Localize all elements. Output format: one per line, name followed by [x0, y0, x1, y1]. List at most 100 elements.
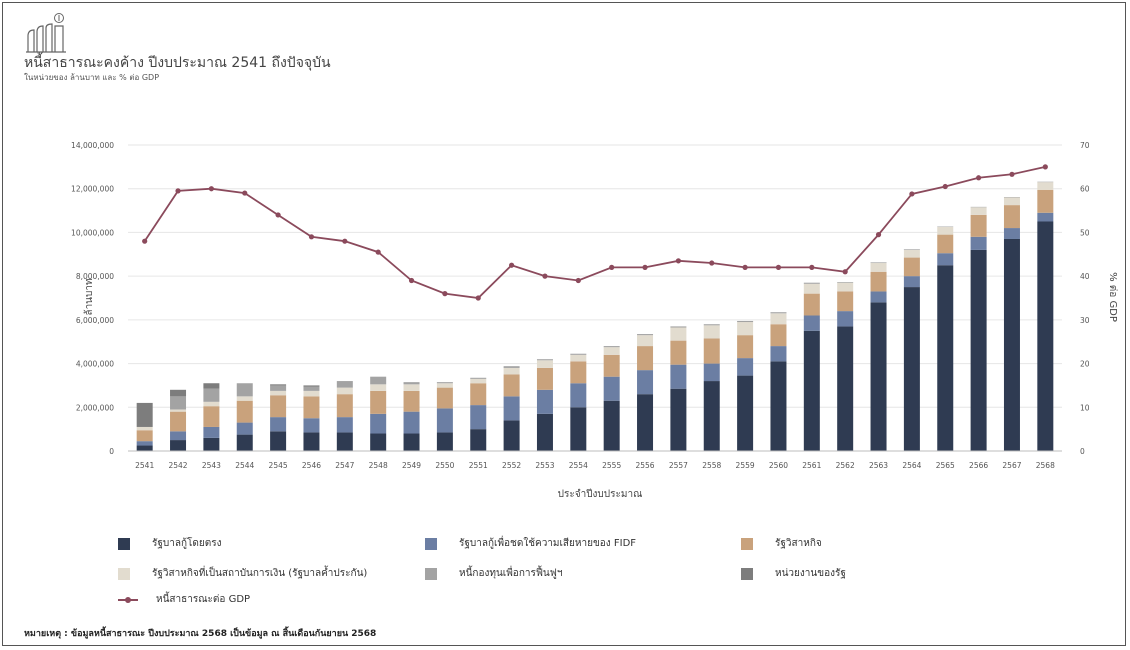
x-tick-label: 2546 — [302, 461, 321, 470]
bar-segment — [336, 394, 353, 418]
x-tick-label: 2554 — [569, 461, 588, 470]
bar-segment — [170, 409, 187, 412]
bar-segment — [136, 441, 153, 446]
bar-segment — [637, 334, 654, 336]
bar-segment — [436, 432, 453, 451]
bar-segment — [403, 433, 420, 451]
x-tick-label: 2556 — [635, 461, 654, 470]
line-point — [842, 269, 848, 275]
bar-segment — [970, 207, 987, 215]
bar-segment — [870, 291, 887, 303]
bar-segment — [970, 236, 987, 250]
x-tick-label: 2560 — [769, 461, 788, 470]
y2-tick-label: 70 — [1080, 141, 1090, 150]
bar-segment — [536, 359, 553, 361]
bar-segment — [303, 385, 320, 387]
bar-segment — [1003, 238, 1020, 451]
bar-segment — [470, 405, 487, 430]
bar-segment — [403, 411, 420, 434]
bar-segment — [403, 382, 420, 385]
legend-swatch — [118, 567, 130, 580]
bar-segment — [570, 407, 587, 451]
line-point — [408, 277, 415, 284]
legend-item-fidf: รัฐบาลกู้เพื่อชดใช้ความเสียหายของ FIDF — [425, 536, 636, 551]
bar-segment — [336, 387, 353, 395]
y-tick-label: 8,000,000 — [76, 272, 114, 281]
bar-segment — [303, 390, 320, 397]
legend-label: รัฐบาลกู้โดยตรง — [152, 538, 222, 549]
bar-segment — [803, 330, 820, 451]
x-tick-label: 2545 — [269, 461, 288, 470]
chart-subtitle: ในหน่วยของ ล้านบาท และ % ต่อ GDP — [24, 73, 160, 82]
bar-segment — [303, 418, 320, 433]
bar-segment — [503, 374, 520, 397]
bar-segment — [370, 413, 387, 434]
line-point — [242, 190, 248, 196]
bar-segment — [136, 430, 153, 442]
bar-segment — [903, 287, 920, 451]
debt-gdp-line-path — [143, 165, 1046, 299]
x-axis: 2541 2542 2543 2544 2545 2546 2547 2548 2549 2550… — [128, 450, 1062, 470]
bar-segment — [703, 324, 720, 326]
bar-segment — [870, 302, 887, 451]
bar-segment — [503, 420, 520, 451]
bar-segment — [303, 432, 320, 451]
bar-segment — [170, 411, 187, 432]
x-tick-label: 2547 — [335, 461, 354, 470]
bar-segment — [536, 389, 553, 414]
x-tick-label: 2562 — [836, 461, 855, 470]
bar-segment — [470, 378, 487, 384]
logo-icon — [26, 13, 66, 53]
line-point — [675, 258, 681, 264]
bar-segment — [737, 335, 754, 359]
y-axis-left: 0 2,000,000 4,000,000 6,000,000 8,000,000 10,… — [71, 141, 114, 456]
bar-segment — [837, 326, 854, 451]
line-point — [642, 264, 648, 270]
legend-swatch — [741, 567, 753, 580]
legend-label: รัฐบาลกู้เพื่อชดใช้ความเสียหายของ FIDF — [459, 538, 637, 549]
bar-segment — [770, 312, 787, 314]
line-point — [909, 191, 915, 197]
line-point — [575, 277, 581, 284]
legend-item-soe: รัฐวิสาหกิจ — [741, 536, 822, 551]
y-tick-label: 2,000,000 — [76, 403, 114, 412]
legend-label: รัฐวิสาหกิจ — [775, 538, 822, 549]
x-tick-label: 2543 — [202, 461, 221, 470]
line-point — [542, 273, 548, 279]
x-tick-label: 2552 — [502, 461, 521, 470]
x-tick-label: 2555 — [602, 461, 621, 470]
bar-segment — [870, 263, 887, 272]
bar-segment — [737, 322, 754, 336]
bar-segment — [503, 367, 520, 375]
bar-segment — [637, 346, 654, 371]
bar-segment — [1037, 182, 1054, 190]
bar-segment — [236, 383, 253, 397]
y-tick-label: 14,000,000 — [71, 141, 114, 150]
legend-item-debt-gdp: หนี้สาธารณะต่อ GDP — [118, 592, 250, 607]
bar-segment — [670, 364, 687, 389]
x-tick-label: 2561 — [802, 461, 821, 470]
legend-swatch — [425, 567, 437, 580]
bar-segment — [270, 417, 287, 432]
legend-item-agency: หน่วยงานของรัฐ — [741, 566, 846, 581]
bar-segment — [170, 389, 187, 397]
line-point — [375, 249, 381, 255]
bar-segment — [336, 417, 353, 433]
line-point — [275, 212, 281, 218]
line-point — [442, 291, 448, 297]
bar-segment — [637, 370, 654, 395]
bar-segment — [1003, 205, 1020, 229]
bar-segment — [436, 408, 453, 433]
bar-segment — [770, 313, 787, 325]
bar-segment — [136, 426, 153, 431]
bar-segment — [503, 366, 520, 368]
y2-tick-label: 20 — [1080, 360, 1090, 369]
bar-stacks — [136, 181, 1054, 451]
bar-segment — [1037, 212, 1054, 222]
x-tick-label: 2563 — [869, 461, 888, 470]
y-axis-right: 0 10 20 30 40 50 60 70 — [1080, 141, 1090, 456]
bar-segment — [236, 422, 253, 435]
bar-segment — [770, 346, 787, 362]
